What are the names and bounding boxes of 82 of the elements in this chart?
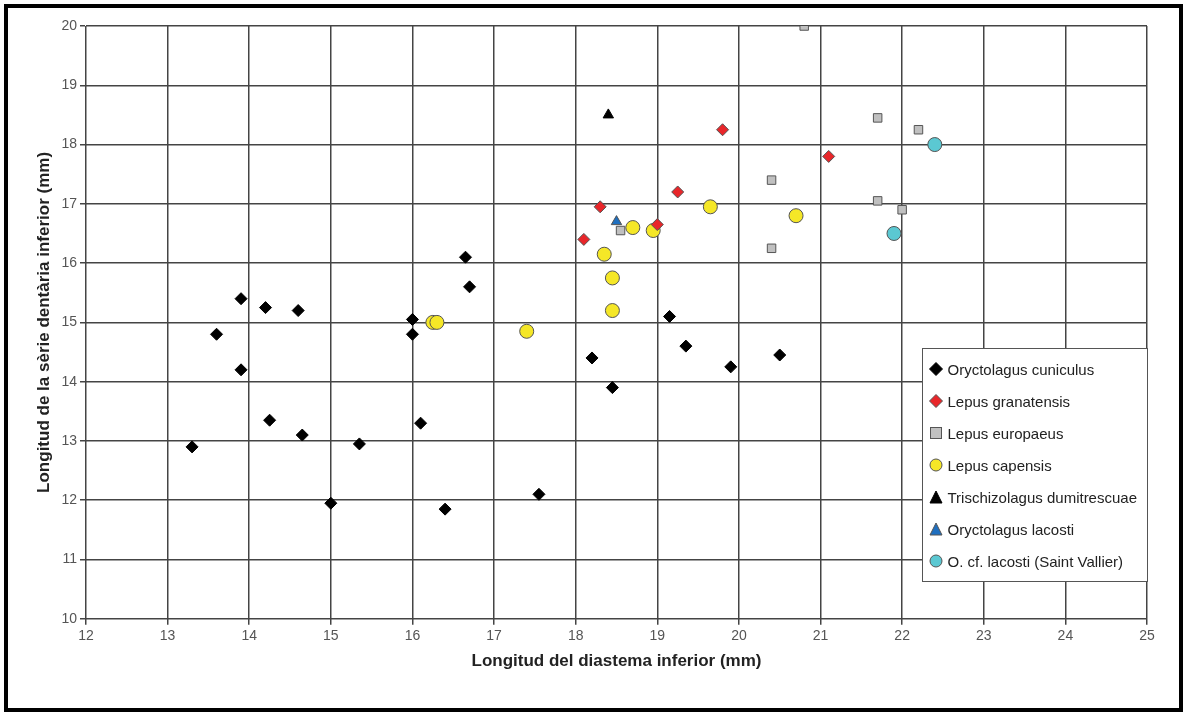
point — [671, 185, 685, 199]
point — [234, 363, 248, 377]
point — [788, 208, 804, 224]
y-tick-label: 20 — [61, 16, 78, 33]
point — [663, 309, 677, 323]
point — [593, 200, 607, 214]
point — [234, 292, 248, 306]
y-tick-label: 11 — [62, 550, 78, 567]
point — [766, 175, 777, 185]
point — [702, 199, 718, 215]
x-tick-label: 12 — [78, 627, 94, 644]
point — [604, 270, 620, 286]
point — [463, 280, 477, 294]
point — [291, 304, 305, 318]
y-axis-title: Longitud de la sèrie dentària inferior (mm) — [33, 151, 53, 493]
point — [405, 312, 419, 326]
y-tick-label: 12 — [61, 491, 78, 508]
point — [259, 301, 273, 315]
x-tick-label: 23 — [975, 627, 992, 644]
point — [295, 428, 309, 442]
point — [716, 123, 730, 137]
point — [604, 303, 620, 319]
x-tick-label: 25 — [1139, 627, 1155, 644]
legend-label: Lepus europaeus — [947, 424, 1064, 442]
x-tick-label: 22 — [894, 627, 911, 644]
x-tick-label: 20 — [731, 627, 747, 644]
point — [532, 487, 546, 501]
point — [324, 496, 338, 510]
legend-label: Oryctolagus lacosti — [947, 520, 1075, 538]
y-tick-label: 18 — [61, 135, 78, 152]
point — [872, 113, 883, 123]
point — [263, 413, 277, 427]
x-tick-label: 19 — [649, 627, 666, 644]
point — [577, 232, 591, 246]
point — [822, 149, 836, 163]
point — [458, 250, 472, 264]
point — [625, 220, 641, 236]
legend-label: Lepus capensis — [947, 456, 1052, 474]
point — [438, 502, 452, 516]
point — [519, 323, 535, 339]
point — [724, 360, 738, 374]
legend-label: Lepus granatensis — [947, 392, 1071, 410]
point — [185, 440, 199, 454]
x-tick-label: 24 — [1057, 627, 1074, 644]
y-tick-label: 16 — [61, 253, 78, 270]
point — [414, 416, 428, 430]
point — [610, 215, 623, 226]
y-tick-label: 10 — [61, 609, 78, 626]
point — [773, 348, 787, 362]
point — [872, 196, 883, 206]
point — [927, 137, 943, 153]
x-tick-label: 15 — [323, 627, 339, 644]
point — [405, 327, 419, 341]
point — [429, 314, 445, 330]
x-axis-title: Longitud del diastema inferior (mm) — [471, 651, 762, 671]
y-tick-label: 17 — [61, 194, 78, 211]
x-tick-label: 14 — [241, 627, 258, 644]
point — [210, 327, 224, 341]
point — [897, 205, 907, 215]
y-tick-label: 13 — [61, 431, 78, 448]
y-tick-label: 15 — [61, 313, 78, 330]
legend-label: Oryctolagus cuniculus — [947, 360, 1095, 378]
point — [615, 225, 626, 236]
point — [679, 339, 693, 353]
x-tick-label: 13 — [159, 627, 176, 644]
x-tick-label: 21 — [812, 627, 829, 644]
point — [602, 108, 615, 119]
y-tick-label: 14 — [61, 372, 78, 389]
point — [585, 351, 599, 365]
point — [605, 381, 619, 395]
x-tick-label: 18 — [567, 627, 584, 644]
legend-label: Trischizolagus dumitrescuae — [947, 488, 1137, 506]
y-tick-label: 19 — [61, 76, 78, 93]
point — [650, 218, 664, 232]
point — [596, 246, 612, 262]
point — [766, 243, 777, 254]
x-tick-label: 16 — [404, 627, 421, 644]
point — [886, 225, 902, 241]
legend-label: O. cf. lacosti (Saint Vallier) — [947, 552, 1124, 570]
x-tick-label: 17 — [486, 627, 503, 644]
point — [913, 125, 924, 135]
point — [352, 437, 366, 451]
